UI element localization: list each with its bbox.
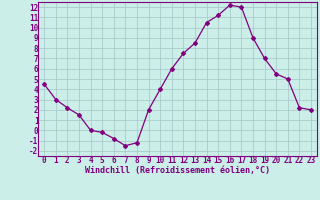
X-axis label: Windchill (Refroidissement éolien,°C): Windchill (Refroidissement éolien,°C) <box>85 166 270 175</box>
